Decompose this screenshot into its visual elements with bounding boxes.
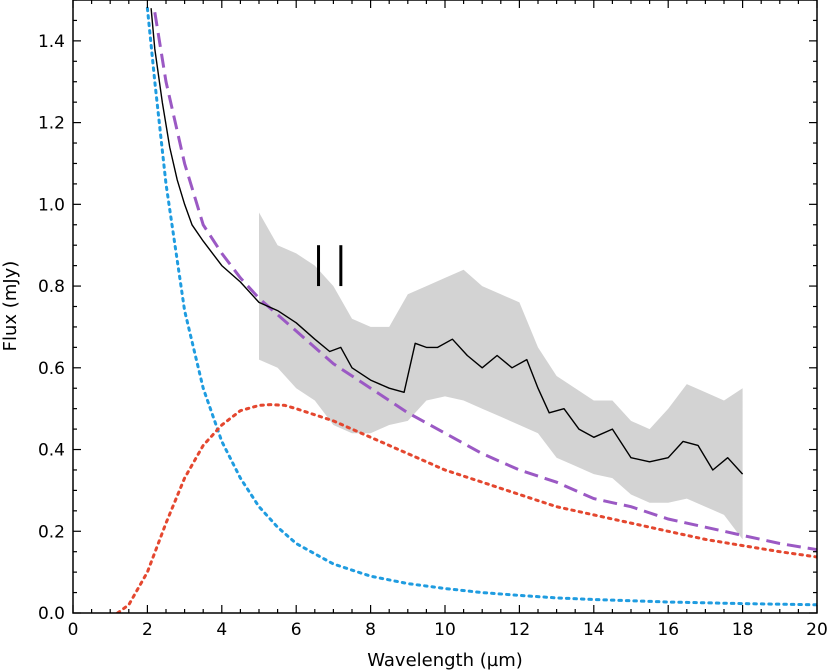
y-tick-label: 0.8	[38, 277, 65, 297]
x-tick-label: 0	[68, 620, 79, 640]
warm-component-line	[116, 403, 817, 613]
x-axis-label: Wavelength (µm)	[367, 650, 523, 671]
hot-component-line	[145, 6, 817, 607]
x-tick-label: 4	[216, 620, 227, 640]
y-tick-label: 1.0	[38, 195, 65, 215]
x-tick-label: 14	[583, 620, 605, 640]
y-tick-label: 0.6	[38, 359, 65, 379]
y-axis-label: Flux (mJy)	[0, 261, 21, 352]
total-model-line	[153, 12, 817, 552]
x-tick-label: 8	[365, 620, 376, 640]
y-tick-label: 1.4	[38, 32, 65, 52]
x-tick-label: 10	[434, 620, 456, 640]
y-tick-label: 0.2	[38, 522, 65, 542]
x-tick-label: 2	[142, 620, 153, 640]
y-tick-label: 1.2	[38, 114, 65, 134]
x-tick-label: 18	[732, 620, 754, 640]
y-tick-label: 0.4	[38, 441, 65, 461]
x-tick-label: 20	[806, 620, 828, 640]
x-tick-label: 12	[509, 620, 531, 640]
y-tick-label: 0.0	[38, 604, 65, 624]
x-tick-label: 16	[657, 620, 679, 640]
x-tick-label: 6	[291, 620, 302, 640]
uncertainty-band	[259, 212, 743, 540]
spectrum-line	[150, 8, 744, 475]
